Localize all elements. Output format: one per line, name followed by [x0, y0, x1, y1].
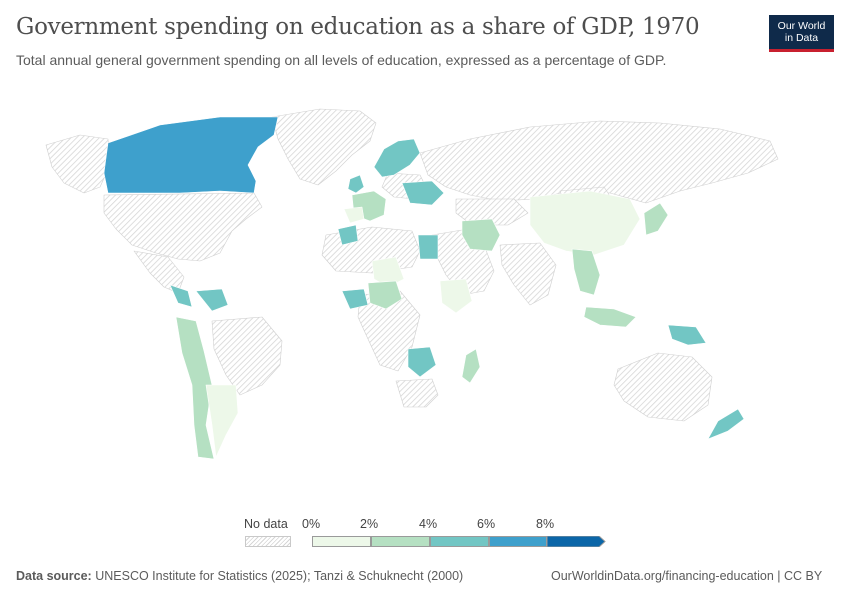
legend-no-data-swatch[interactable]	[245, 536, 291, 547]
japan-korea[interactable]	[643, 202, 669, 236]
andes[interactable]	[175, 316, 215, 460]
logo-line-1: Our World	[777, 20, 826, 32]
east-africa[interactable]	[439, 278, 473, 314]
legend-tick-2: 2%	[360, 517, 379, 531]
venezuela[interactable]	[195, 288, 229, 312]
world-map[interactable]	[0, 95, 850, 505]
legend-tick-6: 6%	[477, 517, 496, 531]
legend-bin-4-6[interactable]	[430, 536, 489, 547]
data-source: Data source: UNESCO Institute for Statis…	[16, 569, 463, 583]
legend-tick-0: 0%	[302, 517, 321, 531]
indonesia[interactable]	[583, 306, 637, 328]
legend-bin-0-2[interactable]	[312, 536, 371, 547]
central-america[interactable]	[169, 284, 193, 308]
united-states[interactable]	[103, 192, 263, 262]
legend-bin-2-4[interactable]	[371, 536, 430, 547]
greenland[interactable]	[271, 108, 377, 186]
chart-title: Government spending on education as a sh…	[16, 14, 700, 40]
eastern-europe[interactable]	[401, 180, 445, 206]
iran[interactable]	[461, 218, 501, 252]
legend-bin-6-8[interactable]	[489, 536, 547, 547]
australia[interactable]	[613, 352, 713, 422]
data-source-text: UNESCO Institute for Statistics (2025); …	[95, 569, 464, 583]
map-legend: No data 0% 2% 4% 6% 8%	[240, 517, 620, 557]
canada[interactable]	[103, 116, 279, 194]
north-africa-east[interactable]	[417, 234, 439, 260]
uk-ireland[interactable]	[347, 174, 365, 194]
owid-logo[interactable]: Our World in Data	[769, 15, 834, 52]
southeast-asia[interactable]	[571, 248, 601, 296]
russia[interactable]	[419, 120, 779, 204]
kazakhstan[interactable]	[455, 198, 529, 226]
new-zealand[interactable]	[707, 408, 745, 440]
china[interactable]	[529, 190, 641, 256]
legend-bin-8-plus[interactable]	[547, 536, 607, 547]
iberia[interactable]	[343, 206, 365, 224]
zambia-region[interactable]	[407, 346, 437, 378]
north-africa[interactable]	[321, 226, 421, 274]
alaska[interactable]	[45, 134, 111, 194]
congo-region[interactable]	[367, 280, 403, 310]
chart-subtitle: Total annual general government spending…	[16, 52, 667, 68]
south-america-north[interactable]	[211, 316, 283, 396]
morocco[interactable]	[337, 224, 359, 246]
south-asia[interactable]	[499, 242, 557, 306]
source-url-link[interactable]: OurWorldinData.org/financing-education |…	[551, 569, 823, 583]
logo-line-2: in Data	[784, 32, 819, 44]
scandinavia[interactable]	[373, 138, 421, 178]
data-source-label: Data source:	[16, 569, 92, 583]
madagascar[interactable]	[461, 348, 481, 384]
west-africa[interactable]	[341, 288, 369, 310]
central-africa[interactable]	[357, 290, 421, 372]
argentina[interactable]	[205, 384, 239, 458]
legend-no-data-label: No data	[244, 517, 288, 531]
legend-tick-4: 4%	[419, 517, 438, 531]
papua[interactable]	[667, 324, 707, 346]
legend-tick-8: 8%	[536, 517, 555, 531]
southern-africa[interactable]	[395, 378, 439, 408]
